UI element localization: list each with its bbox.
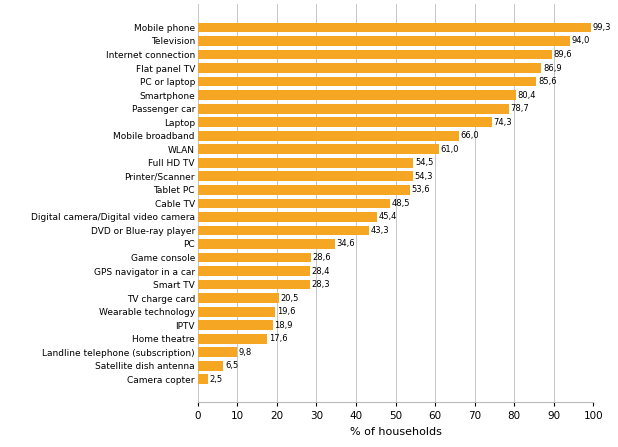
- Text: 86,9: 86,9: [543, 63, 562, 72]
- Bar: [198, 280, 310, 290]
- Bar: [198, 375, 208, 384]
- Text: 19,6: 19,6: [277, 307, 295, 316]
- Text: 61,0: 61,0: [441, 145, 459, 154]
- Text: 85,6: 85,6: [538, 77, 557, 86]
- Bar: [198, 144, 439, 154]
- Bar: [198, 253, 311, 262]
- Text: 43,3: 43,3: [371, 226, 389, 235]
- Text: 94,0: 94,0: [571, 37, 590, 46]
- Text: 9,8: 9,8: [238, 348, 252, 357]
- Text: 28,4: 28,4: [311, 266, 330, 275]
- Text: 2,5: 2,5: [210, 375, 222, 384]
- Text: 28,3: 28,3: [311, 280, 330, 289]
- Bar: [198, 226, 369, 235]
- Bar: [198, 50, 552, 59]
- Text: 54,3: 54,3: [414, 172, 433, 181]
- Text: 48,5: 48,5: [391, 199, 410, 208]
- Text: 74,3: 74,3: [493, 118, 512, 127]
- Text: 6,5: 6,5: [225, 361, 239, 370]
- Bar: [198, 158, 413, 168]
- Bar: [198, 307, 275, 316]
- X-axis label: % of households: % of households: [350, 427, 441, 437]
- Text: 99,3: 99,3: [592, 23, 611, 32]
- Bar: [198, 77, 536, 86]
- Bar: [198, 172, 413, 181]
- Bar: [198, 212, 378, 222]
- Bar: [198, 22, 591, 32]
- Bar: [198, 198, 389, 208]
- Text: 18,9: 18,9: [274, 320, 292, 330]
- Text: 34,6: 34,6: [336, 240, 355, 249]
- Bar: [198, 293, 279, 303]
- Bar: [198, 63, 541, 73]
- Text: 78,7: 78,7: [510, 104, 530, 113]
- Bar: [198, 90, 516, 100]
- Bar: [198, 347, 237, 357]
- Bar: [198, 239, 334, 249]
- Bar: [198, 185, 410, 195]
- Text: 54,5: 54,5: [415, 158, 433, 167]
- Bar: [198, 320, 273, 330]
- Bar: [198, 361, 224, 371]
- Text: 28,6: 28,6: [313, 253, 331, 262]
- Bar: [198, 266, 310, 276]
- Bar: [198, 131, 459, 140]
- Bar: [198, 117, 492, 127]
- Text: 80,4: 80,4: [517, 91, 536, 100]
- Bar: [198, 36, 570, 46]
- Text: 89,6: 89,6: [554, 50, 572, 59]
- Bar: [198, 334, 268, 344]
- Bar: [198, 104, 509, 114]
- Text: 45,4: 45,4: [379, 212, 397, 221]
- Text: 17,6: 17,6: [269, 334, 287, 343]
- Text: 66,0: 66,0: [460, 131, 479, 140]
- Text: 20,5: 20,5: [281, 294, 298, 303]
- Text: 53,6: 53,6: [412, 186, 430, 194]
